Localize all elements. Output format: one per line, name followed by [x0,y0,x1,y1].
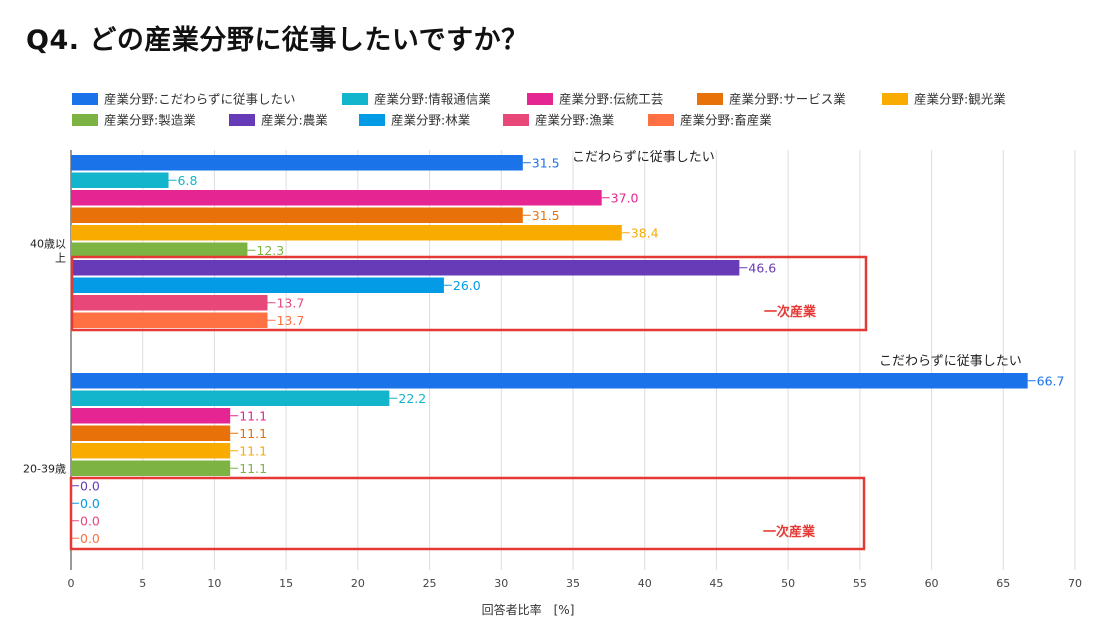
highlight-box [70,255,868,332]
data-label: 11.1 [239,443,267,458]
data-label: 6.8 [178,173,198,188]
category-label: 20-39歳 [23,462,66,475]
data-label: 31.5 [532,155,560,170]
bar[interactable] [71,260,740,276]
annotation: こだわらずに従事したい [879,354,1022,369]
bar[interactable] [71,242,248,259]
data-label: 46.6 [748,260,776,275]
data-label: 13.7 [276,313,304,328]
bar[interactable] [71,295,268,311]
bar[interactable] [71,190,602,206]
data-label: 66.7 [1037,373,1065,388]
x-tick-label: 0 [68,577,75,590]
x-tick-label: 15 [279,577,293,590]
data-label: 37.0 [611,190,639,205]
legend-swatch[interactable] [229,114,255,126]
x-tick-label: 30 [494,577,508,590]
legend-swatch[interactable] [648,114,674,126]
data-label: 0.0 [80,513,100,528]
bar[interactable] [71,443,231,459]
data-label: 13.7 [276,295,304,310]
bar[interactable] [71,390,390,407]
x-tick-label: 50 [781,577,795,590]
data-label: 0.0 [80,478,100,493]
legend-label: 産業分:農業 [261,113,328,128]
category-label: 40歳以 [30,237,66,250]
highlight-box-label: 一次産業 [764,304,817,320]
data-label: 26.0 [453,278,481,293]
x-tick-label: 45 [709,577,723,590]
legend-label: 産業分野:林業 [391,113,471,128]
legend-label: 産業分野:畜産業 [680,113,772,128]
legend-swatch[interactable] [882,93,908,105]
data-label: 0.0 [80,496,100,511]
x-tick-label: 20 [351,577,365,590]
legend-label: 産業分野:こだわらずに従事したい [104,92,295,107]
x-tick-label: 35 [566,577,580,590]
data-label: 11.1 [239,426,267,441]
x-tick-label: 40 [638,577,652,590]
legend-label: 産業分野:伝統工芸 [559,92,663,107]
data-label: 11.1 [239,408,267,423]
x-tick-label: 10 [207,577,221,590]
bar[interactable] [71,425,231,442]
legend-swatch[interactable] [342,93,368,105]
annotation: こだわらずに従事したい [572,150,715,165]
bar[interactable] [71,225,622,241]
bar[interactable] [71,460,231,477]
x-axis-title: 回答者比率 [%] [482,602,575,617]
data-label: 11.1 [239,461,267,476]
bar[interactable] [71,207,523,224]
data-label: 0.0 [80,531,100,546]
highlight-box-label: 一次産業 [763,524,816,540]
chart-title: Q4. どの産業分野に従事したいですか？ [26,25,529,56]
bar[interactable] [71,373,1028,389]
legend-label: 産業分野:サービス業 [729,92,846,107]
data-label: 31.5 [532,208,560,223]
category-label: 上 [55,251,66,264]
x-tick-label: 70 [1068,577,1082,590]
legend-swatch[interactable] [72,114,98,126]
data-label: 22.2 [398,391,426,406]
highlight-box [69,476,866,551]
bar[interactable] [71,277,444,294]
x-tick-label: 60 [925,577,939,590]
x-tick-label: 65 [996,577,1010,590]
legend-swatch[interactable] [697,93,723,105]
x-tick-label: 25 [423,577,437,590]
legend-label: 産業分野:観光業 [914,92,1006,107]
bar[interactable] [71,312,268,329]
bar[interactable] [71,172,169,189]
bar[interactable] [71,408,231,424]
legend-label: 産業分野:情報通信業 [374,92,491,107]
legend-swatch[interactable] [503,114,529,126]
x-tick-label: 55 [853,577,867,590]
legend-label: 産業分野:漁業 [535,113,615,128]
legend-swatch[interactable] [72,93,98,105]
data-label: 38.4 [631,225,659,240]
legend-swatch[interactable] [527,93,553,105]
bar[interactable] [71,155,523,171]
legend-label: 産業分野:製造業 [104,113,196,128]
x-tick-label: 5 [139,577,146,590]
data-label: 12.3 [256,243,284,258]
legend-swatch[interactable] [359,114,385,126]
